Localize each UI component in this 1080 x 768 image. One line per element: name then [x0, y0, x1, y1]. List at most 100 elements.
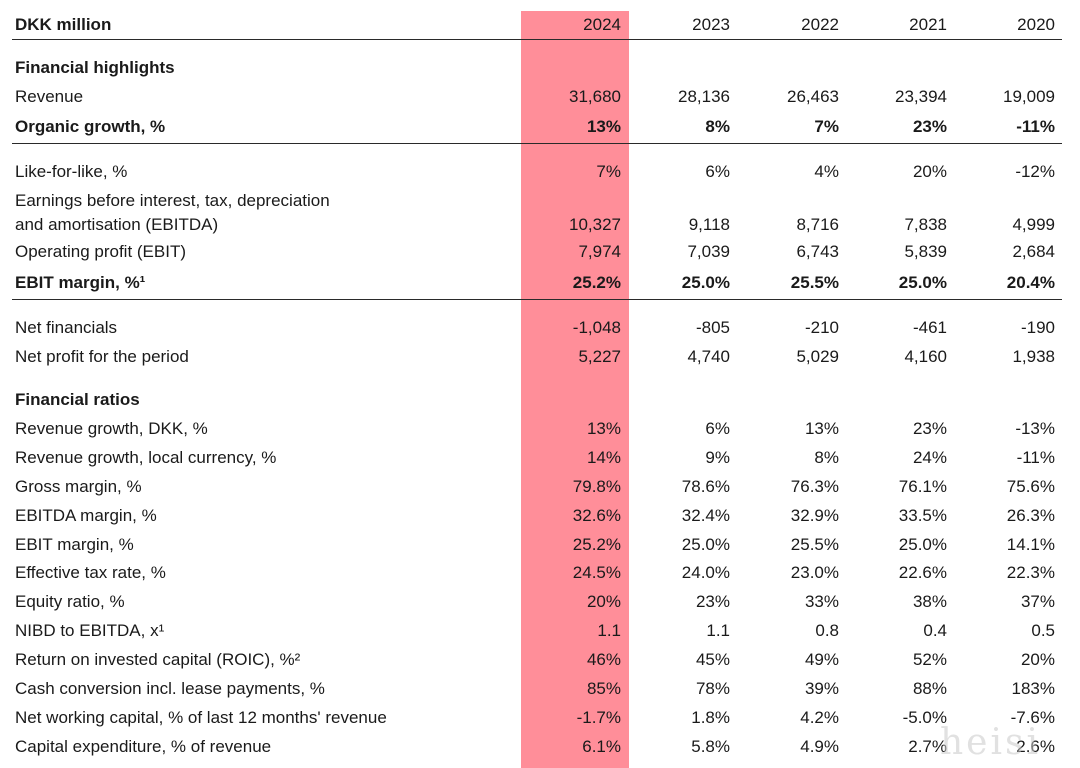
row-label: Net financials	[15, 318, 118, 337]
row-label: EBITDA margin, %	[15, 506, 157, 525]
cell-value: 39%	[804, 679, 839, 698]
row-label: Capital expenditure, % of revenue	[15, 737, 272, 756]
cell-value: 79.8%	[572, 477, 621, 496]
row-label: and amortisation (EBITDA)	[15, 215, 219, 234]
section-divider	[12, 299, 1062, 300]
row-label: NIBD to EBITDA, x¹	[15, 621, 165, 640]
table-row: Like-for-like, % 7% 6% 4% 20% -12%	[0, 158, 1080, 186]
cell-value: 26.3%	[1006, 506, 1055, 525]
cell-value: 6%	[705, 162, 730, 181]
row-label: Return on invested capital (ROIC), %²	[15, 650, 301, 669]
cell-value: 14.1%	[1006, 535, 1055, 554]
cell-value: 5,839	[904, 242, 947, 261]
cell-value: 25.5%	[790, 273, 839, 292]
cell-value: 8%	[814, 448, 839, 467]
cell-value: -461	[912, 318, 947, 337]
cell-value: 183%	[1011, 679, 1055, 698]
cell-value: 78%	[695, 679, 730, 698]
section-heading: Financial ratios	[0, 386, 1080, 414]
table-row: EBIT margin, % 25.2% 25.0% 25.5% 25.0% 1…	[0, 531, 1080, 559]
table-row: Revenue growth, local currency, % 14% 9%…	[0, 444, 1080, 472]
cell-value: 1.8%	[691, 708, 730, 727]
cell-value: 20%	[912, 162, 947, 181]
table-row: Operating profit (EBIT) 7,974 7,039 6,74…	[0, 238, 1080, 266]
section-title: Financial ratios	[15, 390, 140, 409]
cell-value: 7,838	[904, 215, 947, 234]
cell-value: 20.4%	[1006, 273, 1055, 292]
table-row: Net profit for the period 5,227 4,740 5,…	[0, 343, 1080, 371]
table-row: Return on invested capital (ROIC), %² 46…	[0, 646, 1080, 674]
table-row: Revenue growth, DKK, % 13% 6% 13% 23% -1…	[0, 415, 1080, 443]
cell-value: 4.2%	[800, 708, 839, 727]
cell-value: 0.5	[1031, 621, 1055, 640]
cell-value: 8,716	[796, 215, 839, 234]
cell-value: 2.7%	[908, 737, 947, 756]
cell-value: 25.0%	[898, 535, 947, 554]
cell-value: -5.0%	[902, 708, 947, 727]
cell-value: -805	[695, 318, 730, 337]
cell-value: 4,740	[687, 347, 730, 366]
cell-value: 9,118	[688, 215, 730, 234]
cell-value: 22.6%	[898, 563, 947, 582]
cell-value: 8%	[705, 117, 730, 136]
cell-value: 14%	[586, 448, 621, 467]
cell-value: 45%	[695, 650, 730, 669]
table-row: Earnings before interest, tax, depreciat…	[0, 189, 1080, 239]
cell-value: 2.6%	[1016, 737, 1055, 756]
cell-value: 33.5%	[898, 506, 947, 525]
section-heading: Financial highlights	[0, 54, 1080, 82]
table-row: NIBD to EBITDA, x¹ 1.1 1.1 0.8 0.4 0.5	[0, 617, 1080, 645]
section-title: Financial highlights	[15, 58, 175, 77]
cell-value: 25.5%	[790, 535, 839, 554]
cell-value: 23%	[695, 592, 730, 611]
cell-value: -1.7%	[576, 708, 621, 727]
cell-value: 13%	[586, 117, 621, 136]
table-row: Net working capital, % of last 12 months…	[0, 704, 1080, 732]
cell-value: 7%	[814, 117, 839, 136]
cell-value: -12%	[1015, 162, 1055, 181]
cell-value: 0.8	[815, 621, 839, 640]
cell-value: 37%	[1020, 592, 1055, 611]
cell-value: -11%	[1016, 117, 1055, 136]
cell-value: 13%	[804, 419, 839, 438]
year-header: 2024	[583, 15, 621, 34]
unit-label: DKK million	[15, 15, 112, 34]
cell-value: 20%	[1020, 650, 1055, 669]
cell-value: 24%	[912, 448, 947, 467]
cell-value: 46%	[586, 650, 621, 669]
row-label: EBIT margin, %	[15, 535, 134, 554]
cell-value: 52%	[912, 650, 947, 669]
cell-value: 2,684	[1012, 242, 1055, 261]
cell-value: 7,039	[687, 242, 730, 261]
cell-value: 4.9%	[800, 737, 839, 756]
cell-value: 25.0%	[681, 273, 730, 292]
cell-value: 49%	[804, 650, 839, 669]
row-label: Operating profit (EBIT)	[15, 242, 187, 261]
table-row: EBITDA margin, % 32.6% 32.4% 32.9% 33.5%…	[0, 502, 1080, 530]
row-label: Organic growth, %	[15, 117, 166, 136]
cell-value: 22.3%	[1006, 563, 1055, 582]
watermark-text: heisi	[940, 722, 1041, 763]
cell-value: -190	[1020, 318, 1055, 337]
cell-value: 9%	[705, 448, 730, 467]
cell-value: 7%	[596, 162, 621, 181]
year-header: 2021	[909, 15, 947, 34]
table-row: Cash conversion incl. lease payments, % …	[0, 675, 1080, 703]
cell-value: 24.5%	[572, 563, 621, 582]
cell-value: 23,394	[895, 87, 947, 106]
header-row: DKK million 2024 2023 2022 2021 2020	[0, 11, 1080, 39]
cell-value: 76.1%	[898, 477, 947, 496]
cell-value: 33%	[804, 592, 839, 611]
cell-value: -7.6%	[1010, 708, 1055, 727]
table-row: Equity ratio, % 20% 23% 33% 38% 37%	[0, 588, 1080, 616]
cell-value: 6,743	[796, 242, 839, 261]
row-label: Equity ratio, %	[15, 592, 125, 611]
cell-value: 4,999	[1012, 215, 1055, 234]
cell-value: 76.3%	[790, 477, 839, 496]
row-label: Like-for-like, %	[15, 162, 128, 181]
cell-value: 85%	[586, 679, 621, 698]
cell-value: 4%	[814, 162, 839, 181]
cell-value: 23.0%	[790, 563, 839, 582]
cell-value: 19,009	[1003, 87, 1055, 106]
cell-value: 5,029	[796, 347, 839, 366]
